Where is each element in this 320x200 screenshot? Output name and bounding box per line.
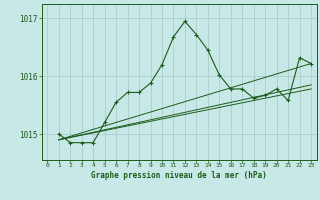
- X-axis label: Graphe pression niveau de la mer (hPa): Graphe pression niveau de la mer (hPa): [91, 171, 267, 180]
